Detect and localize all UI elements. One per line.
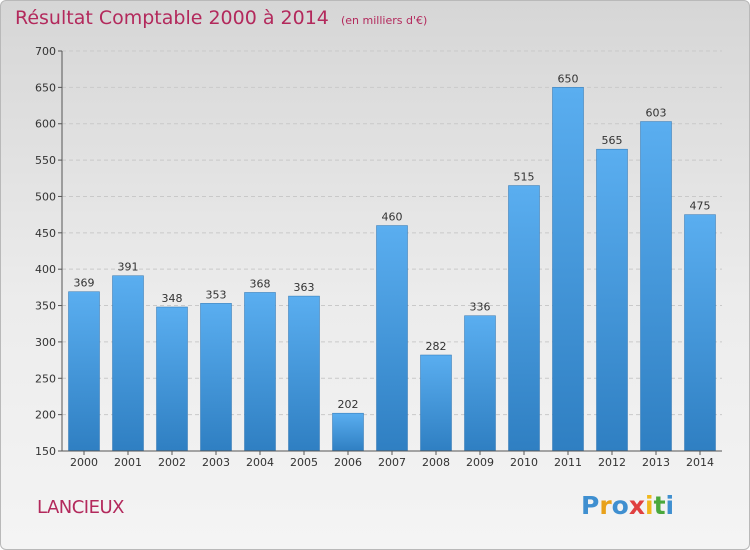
bar-value-label: 391 [118,261,139,274]
y-tick-label: 500 [35,190,56,203]
y-tick-label: 200 [35,409,56,422]
bar[interactable] [420,354,452,452]
logo-letter: i [645,491,654,520]
logo-letter: i [665,491,675,520]
bar[interactable] [376,225,408,452]
bar-value-label: 202 [338,398,359,411]
y-tick-label: 150 [35,445,56,458]
y-tick-label: 350 [35,300,56,313]
bars [68,87,716,452]
y-tick-label: 300 [35,336,56,349]
bar[interactable] [288,295,320,452]
proxiti-logo[interactable]: Proxiti [581,491,674,520]
bar[interactable] [640,121,672,452]
bar[interactable] [508,185,540,452]
bar[interactable] [596,148,628,452]
bar[interactable] [112,275,144,452]
bar-value-label: 515 [514,171,535,184]
x-tick-label: 2007 [378,456,406,469]
data-labels: 369 391 348 353 368 363 202 460 282 336 515 650 565 6… [74,72,711,411]
bar[interactable] [244,292,276,452]
bar[interactable] [684,214,716,452]
x-tick-label: 2011 [554,456,582,469]
axes: 150 200 250 300 350 400 450 500 550 600 650 700 2000… [35,45,722,469]
x-tick-label: 2009 [466,456,494,469]
y-tick-label: 450 [35,227,56,240]
y-tick-label: 400 [35,263,56,276]
chart-subtitle: (en milliers d'€) [341,14,428,27]
logo-letter: x [628,491,645,520]
x-tick-label: 2006 [334,456,362,469]
commune-name: LANCIEUX [37,497,124,518]
bar[interactable] [200,303,232,452]
logo-letter: o [611,491,629,520]
bar[interactable] [552,87,584,452]
bar-value-label: 460 [382,211,403,224]
y-tick-label: 600 [35,118,56,131]
bar[interactable] [68,291,100,452]
y-tick-label: 650 [35,81,56,94]
logo-letter: r [599,491,612,520]
bar-value-label: 603 [646,107,667,120]
x-tick-label: 2014 [686,456,714,469]
bar[interactable] [332,412,364,452]
y-tick-label: 700 [35,45,56,58]
x-tick-label: 2003 [202,456,230,469]
bar[interactable] [156,306,188,452]
y-tick-label: 250 [35,372,56,385]
x-tick-label: 2012 [598,456,626,469]
bar-value-label: 650 [558,72,579,85]
chart-title: Résultat Comptable 2000 à 2014 [15,7,329,29]
logo-letter: t [653,491,666,520]
bar-value-label: 282 [426,340,447,353]
bar[interactable] [464,315,496,452]
x-tick-label: 2008 [422,456,450,469]
x-tick-label: 2002 [158,456,186,469]
bar-value-label: 565 [602,134,623,147]
bar-value-label: 369 [74,277,95,290]
x-tick-label: 2010 [510,456,538,469]
bar-value-label: 475 [690,200,711,213]
bar-value-label: 336 [470,301,491,314]
x-tick-label: 2004 [246,456,274,469]
x-tick-label: 2000 [70,456,98,469]
x-tick-label: 2001 [114,456,142,469]
logo-letter: P [581,491,600,520]
x-tick-label: 2005 [290,456,318,469]
bar-value-label: 348 [162,292,183,305]
bar-value-label: 353 [206,288,227,301]
bar-value-label: 363 [294,281,315,294]
x-tick-label: 2013 [642,456,670,469]
y-tick-label: 550 [35,154,56,167]
bar-value-label: 368 [250,277,271,290]
